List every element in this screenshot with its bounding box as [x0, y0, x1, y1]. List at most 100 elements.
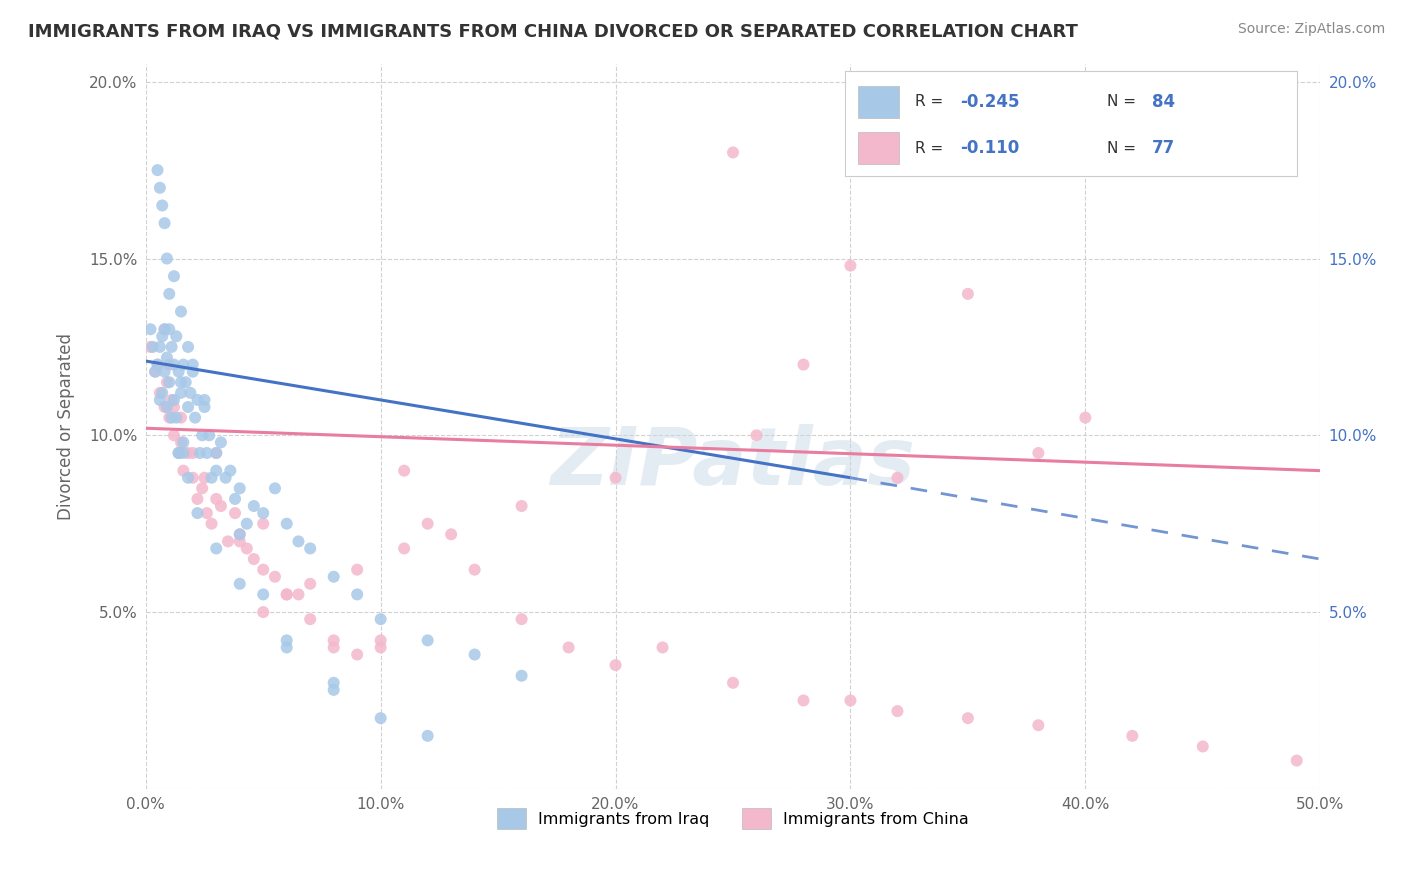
- Point: [322, 675, 344, 690]
- Point: [193, 400, 215, 414]
- Point: [276, 587, 298, 601]
- Point: [792, 358, 814, 372]
- Point: [172, 435, 194, 450]
- Point: [170, 410, 193, 425]
- Point: [416, 516, 439, 531]
- Point: [510, 499, 533, 513]
- Point: [651, 640, 673, 655]
- Point: [229, 527, 252, 541]
- Point: [160, 392, 183, 407]
- Point: [346, 648, 368, 662]
- Point: [1028, 718, 1050, 732]
- Point: [142, 340, 165, 354]
- Point: [721, 145, 744, 160]
- Point: [150, 385, 173, 400]
- Point: [177, 400, 200, 414]
- Point: [745, 428, 768, 442]
- Point: [287, 534, 309, 549]
- Point: [219, 464, 242, 478]
- Point: [299, 541, 322, 556]
- Point: [229, 534, 252, 549]
- Point: [195, 446, 218, 460]
- Point: [370, 711, 392, 725]
- Point: [156, 400, 179, 414]
- Point: [146, 163, 169, 178]
- Point: [163, 358, 186, 372]
- Point: [149, 385, 172, 400]
- Point: [370, 640, 392, 655]
- Point: [839, 259, 862, 273]
- Point: [139, 340, 162, 354]
- Point: [160, 410, 183, 425]
- Point: [322, 682, 344, 697]
- Point: [236, 541, 259, 556]
- Point: [143, 365, 166, 379]
- Point: [252, 516, 274, 531]
- Point: [243, 499, 266, 513]
- Point: [170, 304, 193, 318]
- Point: [205, 491, 228, 506]
- Point: [276, 633, 298, 648]
- Point: [153, 322, 176, 336]
- Point: [464, 648, 486, 662]
- Point: [1121, 729, 1143, 743]
- Point: [163, 400, 186, 414]
- Point: [157, 286, 180, 301]
- Point: [229, 481, 252, 495]
- Point: [1074, 410, 1097, 425]
- Point: [224, 506, 246, 520]
- Point: [149, 392, 172, 407]
- Point: [1191, 739, 1213, 754]
- Point: [177, 471, 200, 485]
- Point: [322, 570, 344, 584]
- Point: [287, 587, 309, 601]
- Point: [165, 410, 187, 425]
- Point: [188, 446, 211, 460]
- Point: [252, 563, 274, 577]
- Point: [252, 605, 274, 619]
- Point: [252, 587, 274, 601]
- Point: [177, 446, 200, 460]
- Point: [181, 471, 204, 485]
- Point: [191, 428, 214, 442]
- Point: [299, 576, 322, 591]
- Point: [156, 376, 179, 390]
- Point: [956, 286, 979, 301]
- Point: [205, 541, 228, 556]
- Point: [276, 516, 298, 531]
- Point: [139, 322, 162, 336]
- Text: IMMIGRANTS FROM IRAQ VS IMMIGRANTS FROM CHINA DIVORCED OR SEPARATED CORRELATION : IMMIGRANTS FROM IRAQ VS IMMIGRANTS FROM …: [28, 22, 1078, 40]
- Point: [153, 216, 176, 230]
- Point: [186, 506, 208, 520]
- Point: [198, 428, 221, 442]
- Point: [167, 446, 190, 460]
- Point: [886, 471, 908, 485]
- Y-axis label: Divorced or Separated: Divorced or Separated: [58, 333, 75, 520]
- Point: [160, 340, 183, 354]
- Point: [205, 446, 228, 460]
- Point: [186, 491, 208, 506]
- Point: [209, 499, 232, 513]
- Text: ZIPatlas: ZIPatlas: [551, 424, 915, 501]
- Point: [172, 446, 194, 460]
- Point: [346, 587, 368, 601]
- Point: [156, 351, 179, 365]
- Point: [191, 481, 214, 495]
- Point: [179, 385, 201, 400]
- Point: [163, 428, 186, 442]
- Point: [170, 435, 193, 450]
- Point: [229, 527, 252, 541]
- Point: [146, 358, 169, 372]
- Point: [177, 340, 200, 354]
- Point: [153, 365, 176, 379]
- Point: [181, 365, 204, 379]
- Point: [193, 392, 215, 407]
- Point: [181, 358, 204, 372]
- Point: [157, 410, 180, 425]
- Point: [464, 563, 486, 577]
- Point: [392, 541, 415, 556]
- Point: [322, 633, 344, 648]
- Point: [510, 612, 533, 626]
- Point: [172, 358, 194, 372]
- Point: [322, 640, 344, 655]
